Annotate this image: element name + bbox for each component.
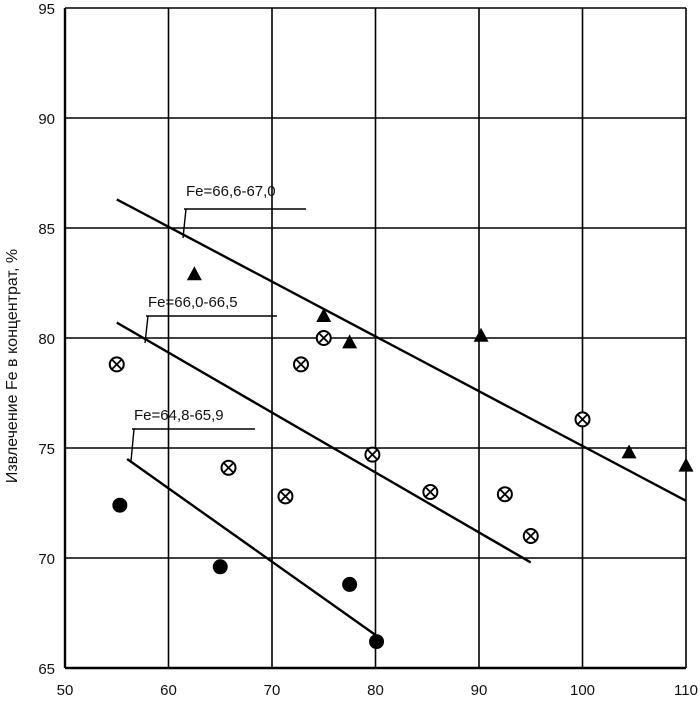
- y-tick-label: 75: [38, 441, 55, 458]
- crossed-circle-cross: [577, 414, 588, 425]
- crossed-circle-point: [292, 356, 309, 373]
- triangle-point: [186, 266, 202, 281]
- data-points: [108, 266, 694, 650]
- y-tick-label: 80: [38, 331, 55, 348]
- crossed-circle-cross: [525, 530, 536, 542]
- crossed-circle-point: [522, 528, 539, 544]
- y-tick-label: 95: [38, 1, 55, 18]
- crossed-circle-cross: [111, 359, 122, 370]
- triangle-point: [473, 327, 489, 342]
- label-leader: [182, 208, 187, 239]
- x-tick-label: 50: [57, 682, 74, 699]
- crossed-circle-point: [315, 330, 332, 346]
- crossed-circle-point: [108, 356, 125, 373]
- x-tick-label: 100: [570, 682, 595, 699]
- y-tick-label: 65: [38, 661, 55, 678]
- crossed-circle-point: [422, 484, 439, 500]
- tick-labels: 50 60 70 80 90 100 110 65 70 75 80 85 90 95: [38, 1, 698, 699]
- trend-line-label: Fe=66,6-67,0: [186, 183, 276, 200]
- filled-circle-point: [342, 576, 358, 592]
- crossed-circle-cross: [318, 332, 329, 344]
- x-tick-label: 90: [471, 682, 488, 699]
- axes: [63, 8, 686, 670]
- triangle-point: [621, 444, 637, 459]
- y-axis-label: Извлечение Fe в концентрат, %: [4, 249, 21, 483]
- annotations: Fe=66,6-67,0 Fe=66,0-66,5 Fe=64,8-65,9: [130, 183, 306, 462]
- trend-line-label: Fe=66,0-66,5: [148, 294, 238, 311]
- x-tick-label: 80: [367, 682, 384, 699]
- x-tick-label: 70: [264, 682, 281, 699]
- trend-line: [116, 198, 687, 502]
- crossed-circle-cross: [295, 359, 307, 370]
- crossed-circle-point: [364, 446, 381, 463]
- trend-lines: [116, 198, 687, 636]
- crossed-circle-point: [220, 459, 237, 476]
- trend-line: [126, 458, 377, 636]
- grid: [65, 7, 687, 668]
- x-tick-label: 110: [674, 682, 698, 699]
- y-tick-label: 70: [38, 551, 55, 568]
- crossed-circle-cross: [499, 489, 511, 500]
- y-tick-label: 85: [38, 221, 55, 238]
- filled-circle-point: [369, 634, 385, 650]
- filled-circle-point: [112, 497, 128, 513]
- triangle-point: [678, 457, 694, 472]
- crossed-circle-point: [496, 486, 513, 503]
- crossed-circle-cross: [223, 462, 234, 473]
- crossed-circle-point: [574, 411, 591, 428]
- crossed-circle-cross: [425, 486, 436, 498]
- y-tick-label: 90: [38, 111, 55, 128]
- triangle-point: [342, 334, 358, 349]
- crossed-circle-cross: [280, 491, 291, 502]
- x-tick-label: 60: [160, 682, 177, 699]
- label-leader: [144, 315, 149, 344]
- triangle-point: [316, 308, 332, 322]
- trend-line-label: Fe=64,8-65,9: [134, 407, 224, 424]
- filled-circle-point: [212, 559, 228, 575]
- crossed-circle-cross: [367, 449, 378, 460]
- crossed-circle-point: [277, 488, 294, 505]
- label-leader: [130, 428, 135, 462]
- trend-line: [116, 321, 532, 564]
